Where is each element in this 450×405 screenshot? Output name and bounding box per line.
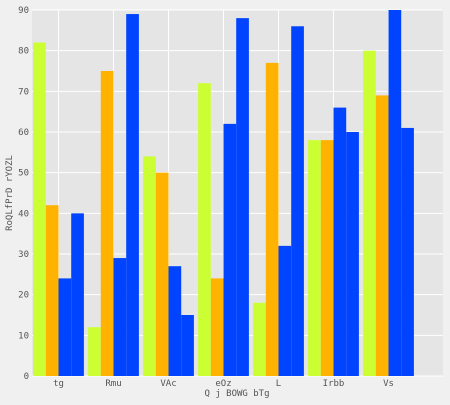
x-axis-label: Q j BOWG bTg xyxy=(204,389,269,399)
bar-series4-Vs xyxy=(401,127,414,376)
x-tick-label: eOz xyxy=(215,379,231,389)
bar-series2-L xyxy=(265,62,279,376)
bar-series3-tg xyxy=(58,278,72,376)
x-tick-label: Vs xyxy=(383,379,394,389)
y-tick-label: 20 xyxy=(18,291,29,301)
bar-series4-VAc xyxy=(181,315,194,376)
bar-series4-eOz xyxy=(236,18,249,377)
y-tick-label: 70 xyxy=(18,87,29,97)
bar-series1-Irbb xyxy=(308,140,321,376)
bar-series3-L xyxy=(278,245,292,376)
y-tick-label: 40 xyxy=(18,209,29,219)
x-tick-label: Rmu xyxy=(105,379,121,389)
bar-series2-Vs xyxy=(375,95,389,377)
y-tick-label: 10 xyxy=(18,331,29,341)
x-tick-label: tg xyxy=(53,379,64,389)
bar-series3-Vs xyxy=(388,10,402,376)
bar-series2-Irbb xyxy=(320,140,334,376)
x-tick-label: L xyxy=(276,379,281,389)
bar-series2-eOz xyxy=(210,278,224,376)
bar-series1-VAc xyxy=(143,156,156,376)
bar-series1-Vs xyxy=(363,50,376,377)
y-tick-label: 60 xyxy=(18,128,29,138)
bar-series3-eOz xyxy=(223,123,237,376)
y-axis-label: RoQLfPrD rYOZL xyxy=(5,155,15,231)
x-tick-label: VAc xyxy=(160,379,176,389)
bar-series1-tg xyxy=(33,42,46,377)
bar-series3-Rmu xyxy=(113,258,127,376)
y-tick-labels: 0 10 20 30 40 50 60 70 80 90 xyxy=(18,6,29,382)
y-tick-label: 80 xyxy=(18,47,29,57)
bar-series2-tg xyxy=(45,205,59,376)
bar-series1-Rmu xyxy=(88,327,101,376)
y-tick-label: 90 xyxy=(18,6,29,16)
bar-series3-VAc xyxy=(168,266,182,376)
x-tick-labels: tg Rmu VAc eOz L Irbb Vs xyxy=(53,379,394,389)
bars xyxy=(33,10,414,377)
bar-series4-tg xyxy=(71,213,84,376)
y-tick-label: 30 xyxy=(18,250,29,260)
y-tick-label: 50 xyxy=(18,169,29,179)
y-tick-label: 0 xyxy=(24,372,29,382)
bar-series1-eOz xyxy=(198,83,211,376)
bar-series2-Rmu xyxy=(100,71,114,376)
bar-series4-L xyxy=(291,26,304,377)
bar-series4-Rmu xyxy=(126,14,139,376)
bar-series3-Irbb xyxy=(333,107,347,376)
bar-series2-VAc xyxy=(155,172,169,376)
bar-series1-L xyxy=(253,302,266,376)
bar-series4-Irbb xyxy=(346,132,359,376)
x-tick-label: Irbb xyxy=(323,379,345,389)
